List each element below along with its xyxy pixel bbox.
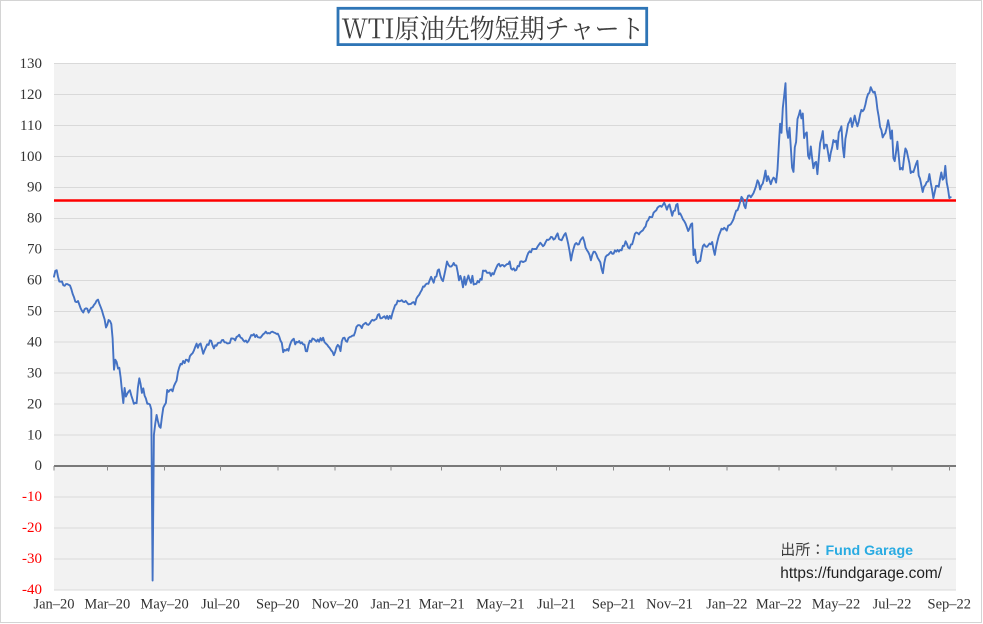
svg-text:10: 10 (27, 427, 42, 443)
svg-text:50: 50 (27, 304, 42, 320)
svg-text:0: 0 (35, 458, 43, 474)
svg-text:May–21: May–21 (476, 596, 524, 612)
svg-text:70: 70 (27, 242, 42, 258)
svg-text:90: 90 (27, 180, 42, 196)
svg-text:May–20: May–20 (140, 596, 188, 612)
svg-text:100: 100 (20, 149, 43, 165)
svg-text:Jul–22: Jul–22 (873, 596, 912, 612)
svg-text:30: 30 (27, 365, 42, 381)
svg-text:130: 130 (20, 56, 43, 72)
svg-text:-10: -10 (22, 489, 42, 505)
svg-text:Jan–20: Jan–20 (33, 596, 74, 612)
svg-text:https://fundgarage.com/: https://fundgarage.com/ (780, 565, 942, 582)
svg-text:110: 110 (20, 118, 42, 134)
svg-text:Fund Garage: Fund Garage (826, 543, 914, 559)
svg-text:Nov–20: Nov–20 (312, 596, 359, 612)
svg-text:Sep–21: Sep–21 (592, 596, 636, 612)
svg-text:60: 60 (27, 273, 42, 289)
svg-text:Jan–22: Jan–22 (706, 596, 747, 612)
svg-text:Mar–22: Mar–22 (756, 596, 802, 612)
svg-text:120: 120 (20, 87, 43, 103)
svg-text:80: 80 (27, 211, 42, 227)
svg-text:Jan–21: Jan–21 (371, 596, 412, 612)
svg-text:May–22: May–22 (812, 596, 860, 612)
svg-text:Nov–21: Nov–21 (646, 596, 693, 612)
svg-text:Mar–20: Mar–20 (84, 596, 130, 612)
svg-text:Mar–21: Mar–21 (419, 596, 465, 612)
svg-text:Sep–20: Sep–20 (256, 596, 300, 612)
svg-text:-30: -30 (22, 551, 42, 567)
svg-text:Jul–20: Jul–20 (201, 596, 240, 612)
svg-text:40: 40 (27, 334, 42, 350)
svg-text:-20: -20 (22, 520, 42, 536)
svg-text:Jul–21: Jul–21 (537, 596, 576, 612)
svg-text:Sep–22: Sep–22 (928, 596, 972, 612)
svg-text:-40: -40 (22, 582, 42, 598)
svg-text:20: 20 (27, 396, 42, 412)
